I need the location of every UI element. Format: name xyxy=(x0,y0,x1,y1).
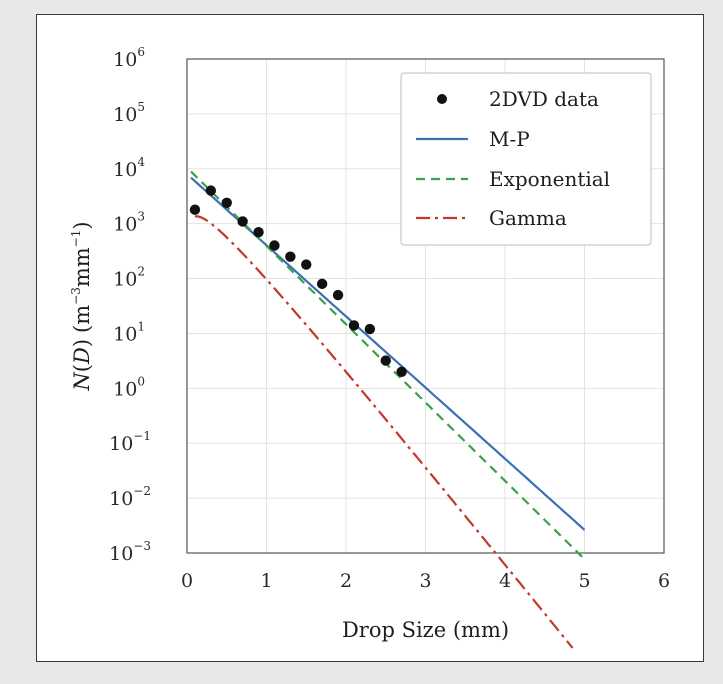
y-tick-label: 101 xyxy=(113,319,145,345)
x-tick-label: 1 xyxy=(260,570,272,592)
y-tick-label: 103 xyxy=(113,210,145,236)
data-point xyxy=(269,240,280,251)
y-tick-label: 10−2 xyxy=(109,484,151,510)
x-tick-label: 2 xyxy=(340,570,352,592)
x-axis-label: Drop Size (mm) xyxy=(342,618,509,642)
data-point xyxy=(221,197,232,208)
data-point xyxy=(396,366,407,378)
legend-box xyxy=(400,72,652,246)
legend-label-gamma: Gamma xyxy=(489,206,567,230)
x-tick-label: 5 xyxy=(578,570,590,592)
data-point xyxy=(380,355,391,366)
series-line-gamma xyxy=(194,215,574,649)
y-axis-ticks: 10−3 10−2 10−1 100 101 102 103 104 105 106 xyxy=(109,45,151,565)
data-point xyxy=(301,259,312,270)
x-tick-label: 6 xyxy=(658,570,670,592)
data-point xyxy=(316,278,328,290)
x-tick-label: 3 xyxy=(419,570,431,592)
y-tick-label: 104 xyxy=(113,155,145,181)
plot-area-frame xyxy=(186,58,665,554)
data-point xyxy=(364,323,376,335)
x-axis-ticks: 0 1 2 3 4 5 6 xyxy=(181,570,670,592)
y-tick-label: 10−3 xyxy=(109,539,151,565)
y-tick-label: 105 xyxy=(113,100,145,126)
data-point xyxy=(285,251,296,262)
data-point xyxy=(253,226,264,238)
y-tick-label: 100 xyxy=(113,374,145,400)
scatter-points xyxy=(189,185,407,378)
legend: 2DVD data M-P Exponential Gamma xyxy=(400,72,652,246)
data-point xyxy=(332,289,344,301)
legend-label-2dvd: 2DVD data xyxy=(489,87,599,111)
data-point xyxy=(205,185,217,196)
y-axis-label: N(D)(m−3mm−1) xyxy=(69,221,94,391)
legend-marker-2dvd xyxy=(437,94,447,104)
data-point xyxy=(189,204,201,215)
data-point xyxy=(348,320,360,331)
y-tick-label: 102 xyxy=(113,265,145,291)
x-tick-label: 0 xyxy=(181,570,193,592)
y-tick-label: 10−1 xyxy=(109,429,151,455)
x-tick-label: 4 xyxy=(499,570,511,592)
y-tick-label: 106 xyxy=(113,45,145,71)
legend-label-exponential: Exponential xyxy=(489,167,610,191)
legend-label-mp: M-P xyxy=(489,127,530,151)
data-point xyxy=(237,216,248,227)
